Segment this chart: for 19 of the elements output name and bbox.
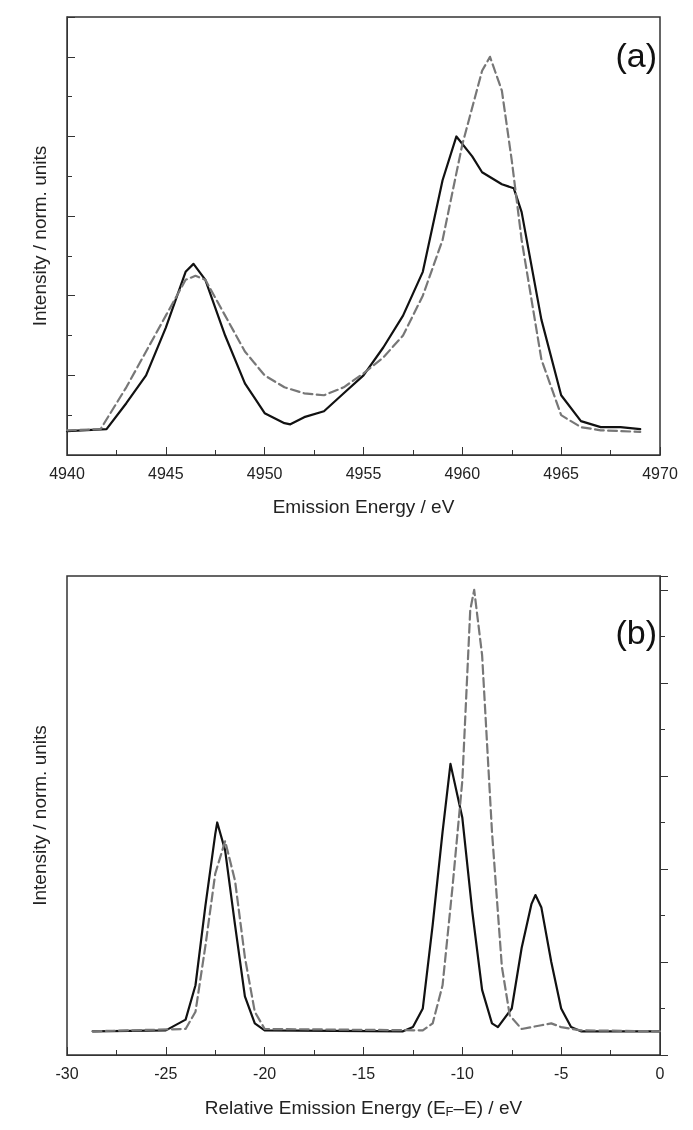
y-axis-title: Intensity / norm. units [29,145,50,327]
x-tick-label: 4965 [543,464,580,482]
x-tick-label: -5 [554,1064,569,1082]
x-tick-label: 4940 [49,464,85,482]
annotation: (b) [615,613,658,651]
x-tick-label: 0 [655,1064,665,1082]
x-tick-label: 4950 [246,464,283,482]
x-tick-label: 4960 [444,464,481,482]
x-tick-label: -30 [55,1064,79,1082]
x-tick-label: -15 [351,1064,376,1082]
x-axis-title: Emission Energy / eV [272,496,455,517]
x-tick-label: 4970 [642,464,678,482]
x-tick-label: -20 [253,1064,277,1082]
x-tick-label: 4945 [148,464,184,482]
annotation: (a) [615,36,658,74]
y-axis-title: Intensity / norm. units [29,725,50,906]
x-tick-label: -25 [154,1064,178,1082]
x-tick-label: 4955 [345,464,382,482]
x-tick-label: -10 [450,1064,474,1082]
